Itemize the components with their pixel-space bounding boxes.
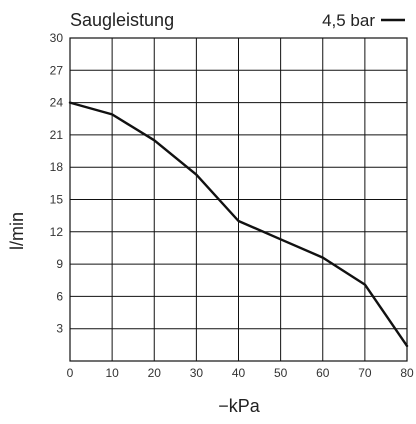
y-tick-label: 15 [50,193,64,207]
y-tick-label: 9 [56,257,63,271]
y-tick-label: 30 [50,31,64,45]
x-axis-label: −kPa [218,396,261,416]
series-line [68,101,409,348]
chart-title: Saugleistung [70,10,174,30]
series-layer [68,101,409,348]
y-tick-label: 18 [50,160,64,174]
y-axis-label: l/min [7,212,27,250]
x-tick-label: 50 [274,366,288,380]
tick-labels: 0 10 20 30 40 50 60 70 80 3 6 9 12 15 18 21 24 27 30 [50,31,414,380]
y-tick-label: 24 [50,96,64,110]
y-tick-label: 12 [50,225,64,239]
x-tick-label: 10 [105,366,119,380]
x-tick-label: 30 [190,366,204,380]
x-tick-label: 60 [316,366,330,380]
x-tick-label: 20 [148,366,162,380]
legend-label: 4,5 bar [322,11,375,30]
x-tick-label: 70 [358,366,372,380]
y-tick-label: 27 [50,63,64,77]
plot-frame [69,37,408,362]
y-tick-label: 21 [50,128,64,142]
x-tick-label: 0 [67,366,74,380]
y-tick-label: 6 [56,289,63,303]
chart-grid [69,37,408,362]
y-tick-label: 3 [56,322,63,336]
x-tick-label: 40 [232,366,246,380]
x-tick-label: 80 [400,366,414,380]
